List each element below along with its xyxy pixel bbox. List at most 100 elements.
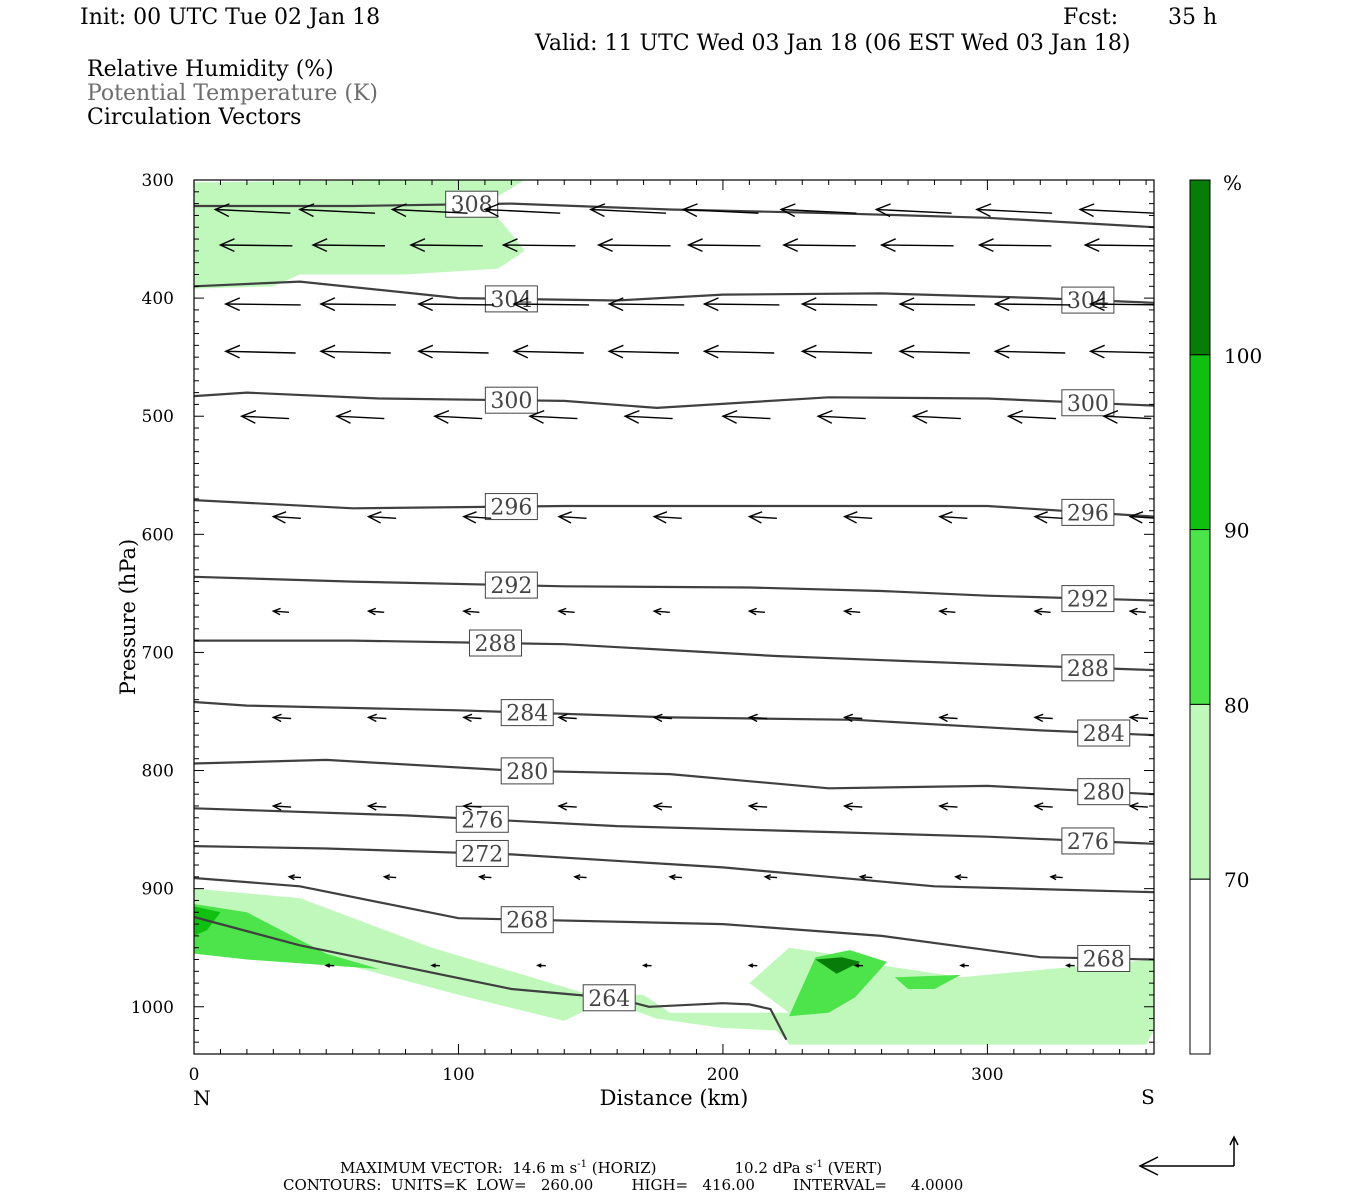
max-vector-note: MAXIMUM VECTOR: 14.6 m s-1 (HORIZ) 10.2 d… bbox=[340, 1157, 882, 1176]
wind-vector bbox=[1128, 607, 1146, 616]
wind-vector bbox=[842, 802, 863, 811]
theta-contour-268 bbox=[193, 876, 1155, 961]
wind-vector bbox=[782, 238, 856, 253]
wind-vector bbox=[1128, 713, 1148, 723]
wind-vector bbox=[335, 409, 385, 424]
contour-label-280: 280 bbox=[1077, 778, 1131, 806]
y-tick-label: 600 bbox=[142, 525, 174, 545]
theta-contour-284 bbox=[193, 700, 1155, 737]
wind-vector bbox=[842, 511, 873, 524]
colorbar-segment bbox=[1189, 354, 1211, 531]
wind-vector bbox=[512, 297, 590, 312]
wind-vector bbox=[993, 297, 1071, 312]
circulation-vector-layer bbox=[213, 203, 1154, 968]
valid-time: Valid: 11 UTC Wed 03 Jan 18 (06 EST Wed … bbox=[535, 31, 1131, 56]
y-tick-label: 700 bbox=[142, 643, 174, 663]
wind-vector bbox=[977, 238, 1052, 253]
wind-vector bbox=[528, 409, 578, 424]
y-tick-label: 900 bbox=[142, 880, 174, 900]
y-tick-label: 800 bbox=[142, 762, 174, 782]
wind-vector bbox=[938, 607, 956, 616]
contour-label-268: 268 bbox=[1077, 944, 1131, 972]
wind-vector bbox=[911, 409, 961, 424]
theta-contour-296 bbox=[193, 499, 1155, 518]
wind-vector bbox=[596, 238, 671, 253]
axis-layer: 0 100 200 300 300 400 500 600 700 800 900 1000 Dista… bbox=[116, 171, 1155, 1110]
wind-vector bbox=[652, 713, 672, 723]
svg-text:300: 300 bbox=[490, 389, 532, 414]
contour-label-304: 304 bbox=[1061, 286, 1115, 314]
wind-vector bbox=[747, 802, 768, 811]
wind-vector bbox=[668, 874, 682, 881]
contour-label-296: 296 bbox=[1061, 498, 1115, 526]
wind-vector bbox=[223, 297, 301, 312]
wind-vector bbox=[879, 238, 954, 253]
svg-text:288: 288 bbox=[1067, 657, 1109, 682]
wind-vector bbox=[721, 409, 771, 424]
x-tick-label: 200 bbox=[707, 1065, 739, 1085]
theta-contour-308 bbox=[194, 202, 1155, 229]
contour-label-276: 276 bbox=[455, 805, 509, 833]
y-tick-label: 500 bbox=[142, 407, 174, 427]
wind-vector bbox=[324, 963, 335, 968]
contour-label-284: 284 bbox=[1077, 719, 1131, 747]
theta-contour-280 bbox=[193, 758, 1155, 796]
contour-label-304: 304 bbox=[484, 285, 538, 313]
forecast-label: Fcst: bbox=[1063, 5, 1119, 30]
wind-vector bbox=[536, 963, 546, 968]
legend-relative-humidity: Relative Humidity (%) bbox=[87, 57, 334, 82]
wind-vector bbox=[557, 607, 575, 616]
wind-vector bbox=[1064, 963, 1075, 968]
contour-label-300: 300 bbox=[1061, 389, 1115, 417]
wind-vector bbox=[1049, 874, 1063, 881]
wind-vector bbox=[271, 607, 290, 616]
svg-text:284: 284 bbox=[506, 702, 548, 727]
wind-vector bbox=[271, 802, 292, 811]
theta-contour-272 bbox=[193, 845, 1155, 894]
wind-vector bbox=[223, 344, 296, 359]
wind-vector bbox=[800, 344, 873, 359]
wind-vector bbox=[501, 238, 576, 253]
contour-label-288: 288 bbox=[1061, 654, 1115, 682]
wind-vector bbox=[1033, 607, 1051, 616]
wind-vector bbox=[213, 203, 291, 218]
svg-text:300: 300 bbox=[1067, 392, 1109, 417]
theta-contour-304 bbox=[193, 280, 1155, 304]
wind-vector bbox=[898, 344, 970, 359]
wind-vector bbox=[1128, 511, 1154, 524]
x-tick-label: 300 bbox=[971, 1065, 1003, 1085]
init-time: Init: 00 UTC Tue 02 Jan 18 bbox=[80, 5, 381, 30]
wind-vector bbox=[1033, 802, 1053, 811]
wind-vector bbox=[1078, 203, 1154, 218]
wind-vector bbox=[641, 963, 652, 968]
wind-vector bbox=[681, 203, 759, 218]
colorbar-segment bbox=[1189, 878, 1211, 1055]
wind-vector bbox=[1088, 297, 1154, 312]
wind-vector bbox=[271, 511, 301, 524]
contour-label-272: 272 bbox=[455, 839, 509, 867]
humidity-region-80-2 bbox=[194, 904, 380, 969]
wind-vector bbox=[366, 511, 397, 524]
wind-vector bbox=[271, 713, 292, 723]
y-axis-label: Pressure (hPa) bbox=[116, 539, 140, 695]
wind-vector bbox=[433, 409, 483, 424]
contour-label-268: 268 bbox=[500, 906, 554, 934]
wind-vector bbox=[477, 874, 492, 881]
svg-text:268: 268 bbox=[1083, 947, 1125, 972]
wind-vector bbox=[842, 713, 863, 723]
wind-vector bbox=[623, 409, 673, 424]
contour-label-288: 288 bbox=[468, 629, 522, 657]
wind-vector bbox=[557, 511, 587, 524]
wind-vector bbox=[417, 297, 494, 312]
contour-label-264: 264 bbox=[582, 984, 636, 1012]
humidity-region-80-3 bbox=[789, 950, 887, 1017]
wind-vector bbox=[298, 203, 376, 218]
wind-vector bbox=[512, 344, 584, 359]
wind-vector bbox=[607, 344, 680, 359]
wind-vector bbox=[686, 238, 761, 253]
colorbar-label: 90 bbox=[1224, 519, 1249, 543]
contour-label-296: 296 bbox=[484, 493, 538, 521]
wind-vector bbox=[898, 297, 976, 312]
wind-vector bbox=[366, 713, 387, 723]
wind-vector bbox=[483, 203, 561, 218]
